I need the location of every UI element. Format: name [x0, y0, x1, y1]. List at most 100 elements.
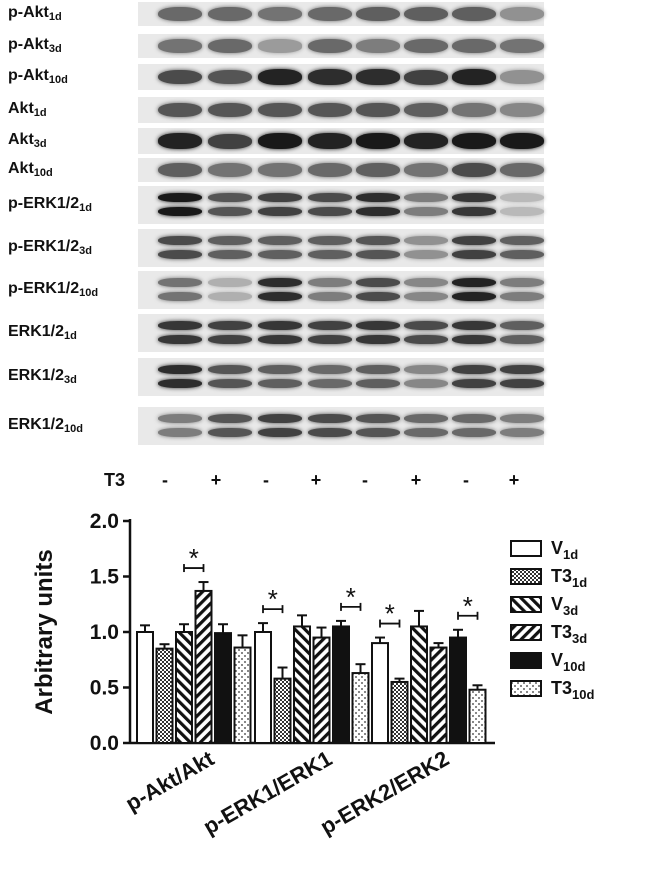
blot-band [356, 250, 400, 260]
blot-band [404, 6, 448, 22]
blot-band [158, 292, 202, 302]
blot-band [308, 207, 352, 217]
blot-label-base: Akt [8, 100, 34, 117]
blot-image [138, 358, 544, 396]
legend-label: T33d [551, 622, 587, 646]
blot-band [158, 428, 202, 438]
blot-band [308, 428, 352, 438]
blot-band [258, 428, 302, 438]
blot-band [452, 335, 496, 345]
blot-band [404, 277, 448, 287]
blot-band [452, 277, 496, 287]
blot-band [356, 413, 400, 423]
blot-image [138, 271, 544, 309]
blot-band [258, 133, 302, 149]
blot-band [158, 250, 202, 260]
blot-band [158, 320, 202, 330]
legend-label-subscript: 10d [572, 687, 594, 702]
blot-band [356, 364, 400, 374]
significance-label: * [189, 543, 199, 573]
significance-label: * [346, 582, 356, 612]
blot-band [452, 320, 496, 330]
blot-band [258, 235, 302, 245]
legend-label-name: V [551, 594, 563, 614]
blot-band [158, 192, 202, 202]
blot-band [356, 102, 400, 118]
blot-band [404, 364, 448, 374]
bar [194, 589, 213, 745]
blot-band [500, 335, 544, 345]
blot-band [500, 39, 544, 53]
blot-band [404, 413, 448, 423]
treatment-sign: + [210, 470, 222, 490]
bar [332, 625, 350, 744]
blot-label: p-ERK1/21d [8, 195, 92, 214]
blot-band [500, 292, 544, 302]
blot-band [308, 277, 352, 287]
blot-band [404, 335, 448, 345]
significance-label: * [385, 599, 395, 629]
bar [155, 647, 174, 744]
blot-label-base: p-Akt [8, 36, 49, 53]
blot-image [138, 186, 544, 224]
blot-row: p-ERK1/210d [0, 271, 665, 309]
blot-image [138, 229, 544, 267]
blot-band [208, 133, 252, 149]
blot-band [208, 277, 252, 287]
blot-image [138, 314, 544, 352]
blot-image [138, 97, 544, 123]
blot-label-base: Akt [8, 160, 34, 177]
blot-label: ERK1/23d [8, 367, 77, 386]
bar [233, 646, 252, 744]
legend-label-name: T3 [551, 678, 572, 698]
blot-band [452, 162, 496, 178]
blot-band [404, 102, 448, 118]
y-tick-label: 1.0 [90, 621, 119, 644]
blot-band [258, 250, 302, 260]
blot-band [500, 413, 544, 423]
blot-band [258, 163, 302, 177]
blot-band [452, 69, 496, 85]
blot-row: Akt1d [0, 97, 665, 123]
blot-band [356, 379, 400, 389]
blot-band [208, 292, 252, 302]
blot-band [208, 379, 252, 389]
legend-swatch [510, 596, 542, 613]
legend-label: V3d [551, 594, 578, 618]
bar [390, 680, 409, 744]
blot-label-base: p-Akt [8, 4, 49, 21]
blot-band [404, 192, 448, 202]
blot-band [158, 39, 202, 53]
blot-band [258, 207, 302, 217]
blot-band [258, 7, 302, 21]
blot-band [356, 335, 400, 345]
blot-label-base: p-ERK1/2 [8, 195, 80, 212]
legend-swatch [510, 624, 542, 641]
blot-band [308, 335, 352, 345]
blot-band [500, 235, 544, 245]
treatment-sign: + [410, 470, 422, 490]
blot-band [308, 133, 352, 149]
blot-row: p-ERK1/23d [0, 229, 665, 267]
blot-band [158, 6, 202, 22]
legend-label: T31d [551, 566, 587, 590]
blot-band [500, 103, 544, 117]
blot-band [452, 207, 496, 217]
blot-row: Akt10d [0, 158, 665, 182]
legend-label-subscript: 10d [563, 659, 585, 674]
treatment-row: T3 - + - + - + - + [0, 470, 665, 494]
blot-label-subscript: 3d [64, 374, 77, 386]
blot-band [356, 235, 400, 245]
bar [273, 677, 292, 744]
blot-image [138, 34, 544, 58]
blot-band [500, 70, 544, 84]
legend-swatch [510, 568, 542, 585]
legend-swatch [510, 652, 542, 669]
blot-band [356, 207, 400, 217]
blot-band [500, 428, 544, 438]
bar [371, 642, 389, 745]
blot-band [500, 207, 544, 217]
blot-label: p-ERK1/210d [8, 280, 98, 299]
blot-band [208, 250, 252, 260]
treatment-sign: + [310, 470, 322, 490]
